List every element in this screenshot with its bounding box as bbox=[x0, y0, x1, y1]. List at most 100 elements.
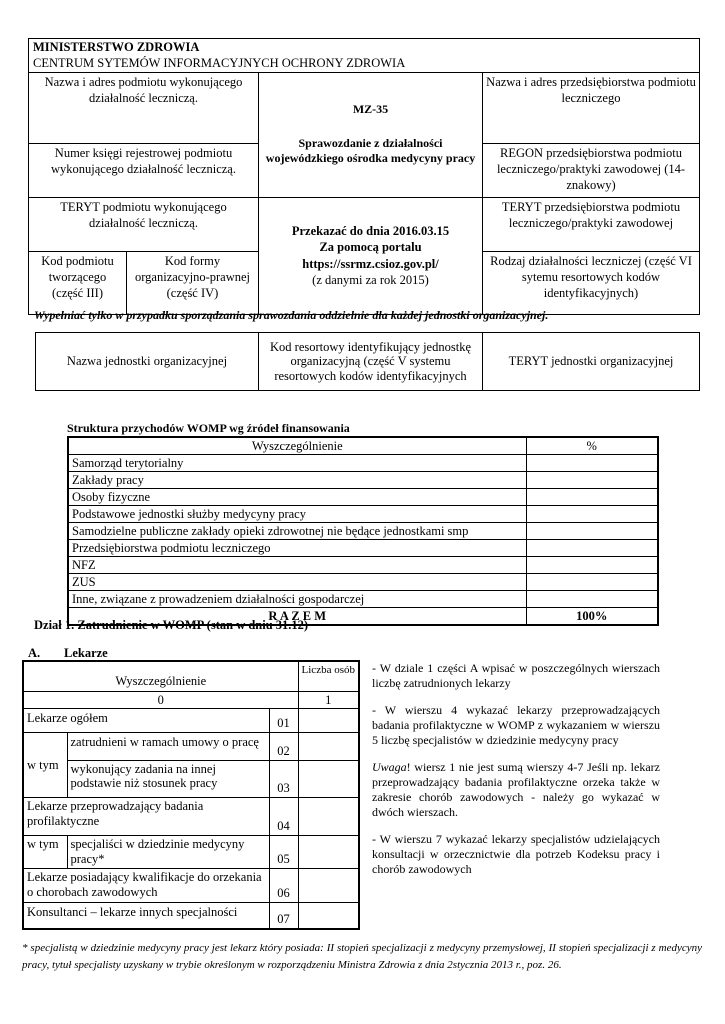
table-row: w tym zatrudnieni w ramach umowy o pracę 0… bbox=[22, 731, 360, 798]
col-index: 1 bbox=[297, 690, 360, 709]
table-row: Samorząd terytorialny bbox=[67, 454, 659, 472]
value-cell[interactable] bbox=[297, 796, 360, 836]
row-code: 05 bbox=[268, 834, 299, 869]
field-enterprise-teryt: TERYT przedsiębiorstwa podmiotu lecznicz… bbox=[482, 196, 700, 252]
unit-teryt: TERYT jednostki organizacyjnej bbox=[482, 332, 700, 391]
row-label: Lekarze ogółem bbox=[22, 707, 270, 733]
col-header: Liczba osób bbox=[297, 660, 360, 692]
row-label: specjaliści w dziedzinie medycyny pracy* bbox=[66, 834, 270, 869]
note: - W wierszu 4 wykazać lekarzy przeprowad… bbox=[372, 703, 660, 747]
table-row: Konsultanci – lekarze innych specjalnośc… bbox=[22, 901, 360, 930]
row-label: Zakłady pracy bbox=[67, 471, 527, 489]
table-row: Osoby fizyczne bbox=[67, 488, 659, 506]
year-note: (z danymi za rok 2015) bbox=[312, 272, 429, 287]
table-row: NFZ bbox=[67, 556, 659, 574]
field-teryt: TERYT podmiotu wykonującego działalność … bbox=[28, 196, 259, 252]
w-tym-label: w tym bbox=[22, 731, 68, 798]
row-code: 07 bbox=[268, 901, 299, 930]
table-row: Lekarze ogółem 01 bbox=[22, 707, 360, 733]
total-value: 100% bbox=[525, 607, 659, 626]
unit-code: Kod resortowy identyfikujący jednostkę o… bbox=[258, 332, 483, 391]
row-label: Lekarze posiadający kwalifikacje do orze… bbox=[22, 867, 270, 903]
form-code: MZ-35 bbox=[352, 102, 389, 117]
row-label: Przedsiębiorstwa podmiotu leczniczego bbox=[67, 539, 527, 557]
value-cell[interactable] bbox=[525, 488, 659, 506]
value-cell[interactable] bbox=[525, 590, 659, 608]
deadline: Przekazać do dnia 2016.03.15 bbox=[291, 224, 450, 238]
table-row: Zakłady pracy bbox=[67, 471, 659, 489]
form-title: Sprawozdanie z działalności wojewódzkieg… bbox=[265, 135, 476, 166]
table-row: Podstawowe jednostki służby medycyny pra… bbox=[67, 505, 659, 523]
struktura-table: Wyszczególnienie% Samorząd terytorialny Z… bbox=[67, 436, 659, 626]
unit-note: Wypełniać tylko w przypadku sporządzania… bbox=[34, 308, 549, 322]
table-row: Lekarze posiadający kwalifikacje do orze… bbox=[22, 867, 360, 903]
section-a-title: Lekarze bbox=[64, 646, 108, 660]
field-regon: REGON przedsiębiorstwa podmiotu lecznicz… bbox=[482, 142, 700, 198]
value-cell[interactable] bbox=[525, 471, 659, 489]
center-name: CENTRUM SYTEMÓW INFORMACYJNYCH OCHRONY Z… bbox=[33, 56, 406, 71]
total-label: R A Z E M bbox=[67, 607, 527, 626]
section-a-letter: A. bbox=[28, 646, 41, 660]
field-name-address: Nazwa i adres podmiotu wykonującego dzia… bbox=[28, 71, 259, 144]
note: - W wierszu 7 wykazać lekarzy specjalist… bbox=[372, 832, 660, 876]
row-label: ZUS bbox=[67, 573, 527, 591]
row-label: Inne, związane z prowadzeniem działalnoś… bbox=[67, 590, 527, 608]
value-cell[interactable] bbox=[525, 505, 659, 523]
field-activity-type: Rodzaj działalności leczniczej (część VI… bbox=[482, 250, 700, 315]
struktura-title: Struktura przychodów WOMP wg źródeł fina… bbox=[67, 421, 350, 435]
row-label: Podstawowe jednostki służby medycyny pra… bbox=[67, 505, 527, 523]
table-row: Lekarze przeprowadzający badania profila… bbox=[22, 796, 360, 836]
row-label: NFZ bbox=[67, 556, 527, 574]
value-cell[interactable] bbox=[297, 759, 360, 798]
field-enterprise-name: Nazwa i adres przedsiębiorstwa podmiotu … bbox=[482, 71, 700, 144]
row-code: 01 bbox=[268, 707, 299, 733]
value-cell[interactable] bbox=[297, 834, 360, 869]
table-row: ZUS bbox=[67, 573, 659, 591]
value-cell[interactable] bbox=[297, 901, 360, 930]
col-header: Wyszczególnienie bbox=[67, 436, 527, 455]
row-code: 04 bbox=[268, 796, 299, 836]
section-title: Dział 1. Zatrudnienie w WOMP (stan w dni… bbox=[34, 618, 309, 632]
table-row: Samodzielne publiczne zakłady opieki zdr… bbox=[67, 522, 659, 540]
col-index: 0 bbox=[22, 690, 299, 709]
row-label: Konsultanci – lekarze innych specjalnośc… bbox=[22, 901, 270, 930]
table-row: wykonujący zadania na innej podstawie ni… bbox=[23, 759, 360, 798]
ministry-name: MINISTERSTWO ZDROWIA bbox=[33, 40, 200, 54]
field-kod-formy: Kod formy organizacyjno-prawnej (część I… bbox=[126, 250, 259, 315]
row-label: Samodzielne publiczne zakłady opieki zdr… bbox=[67, 522, 527, 540]
col-header: % bbox=[525, 436, 659, 455]
portal-url[interactable]: https://ssrmz.csioz.gov.pl/ bbox=[302, 256, 439, 271]
note: - W dziale 1 części A wpisać w poszczegó… bbox=[372, 661, 660, 690]
value-cell[interactable] bbox=[525, 573, 659, 591]
footnote: * specjalistą w dziedzinie medycyny prac… bbox=[22, 942, 702, 971]
value-cell[interactable] bbox=[297, 731, 360, 761]
table-row: Inne, związane z prowadzeniem działalnoś… bbox=[67, 590, 659, 608]
row-label: Samorząd terytorialny bbox=[67, 454, 527, 472]
value-cell[interactable] bbox=[525, 522, 659, 540]
value-cell[interactable] bbox=[297, 867, 360, 903]
row-code: 06 bbox=[268, 867, 299, 903]
instructions: - W dziale 1 części A wpisać w poszczegó… bbox=[372, 661, 660, 889]
row-code: 02 bbox=[268, 731, 299, 761]
header-table: MINISTERSTWO ZDROWIA CENTRUM SYTEMÓW INFO… bbox=[28, 38, 700, 315]
value-cell[interactable] bbox=[525, 454, 659, 472]
w-tym-label: w tym bbox=[22, 834, 68, 869]
row-label: zatrudnieni w ramach umowy o pracę bbox=[66, 731, 270, 761]
value-cell[interactable] bbox=[525, 539, 659, 557]
field-kod-podmiotu: Kod podmiotu tworzącego (część III) bbox=[28, 250, 127, 315]
table-row: w tym specjaliści w dziedzinie medycyny p… bbox=[22, 834, 360, 869]
row-label: Osoby fizyczne bbox=[67, 488, 527, 506]
field-register-number: Numer księgi rejestrowej podmiotu wykonu… bbox=[28, 142, 259, 198]
table-row: Przedsiębiorstwa podmiotu leczniczego bbox=[67, 539, 659, 557]
note: Uwaga! wiersz 1 nie jest sumą wierszy 4-… bbox=[372, 760, 660, 819]
portal-label: Za pomocą portalu bbox=[319, 240, 422, 255]
row-label: Lekarze przeprowadzający badania profila… bbox=[22, 796, 270, 836]
value-cell[interactable] bbox=[297, 707, 360, 733]
unit-name: Nazwa jednostki organizacyjnej bbox=[35, 332, 259, 391]
col-header: Wyszczególnienie bbox=[22, 660, 299, 692]
row-code: 03 bbox=[268, 759, 299, 798]
value-cell[interactable] bbox=[525, 556, 659, 574]
unit-table: Nazwa jednostki organizacyjnej Kod resort… bbox=[35, 332, 700, 391]
